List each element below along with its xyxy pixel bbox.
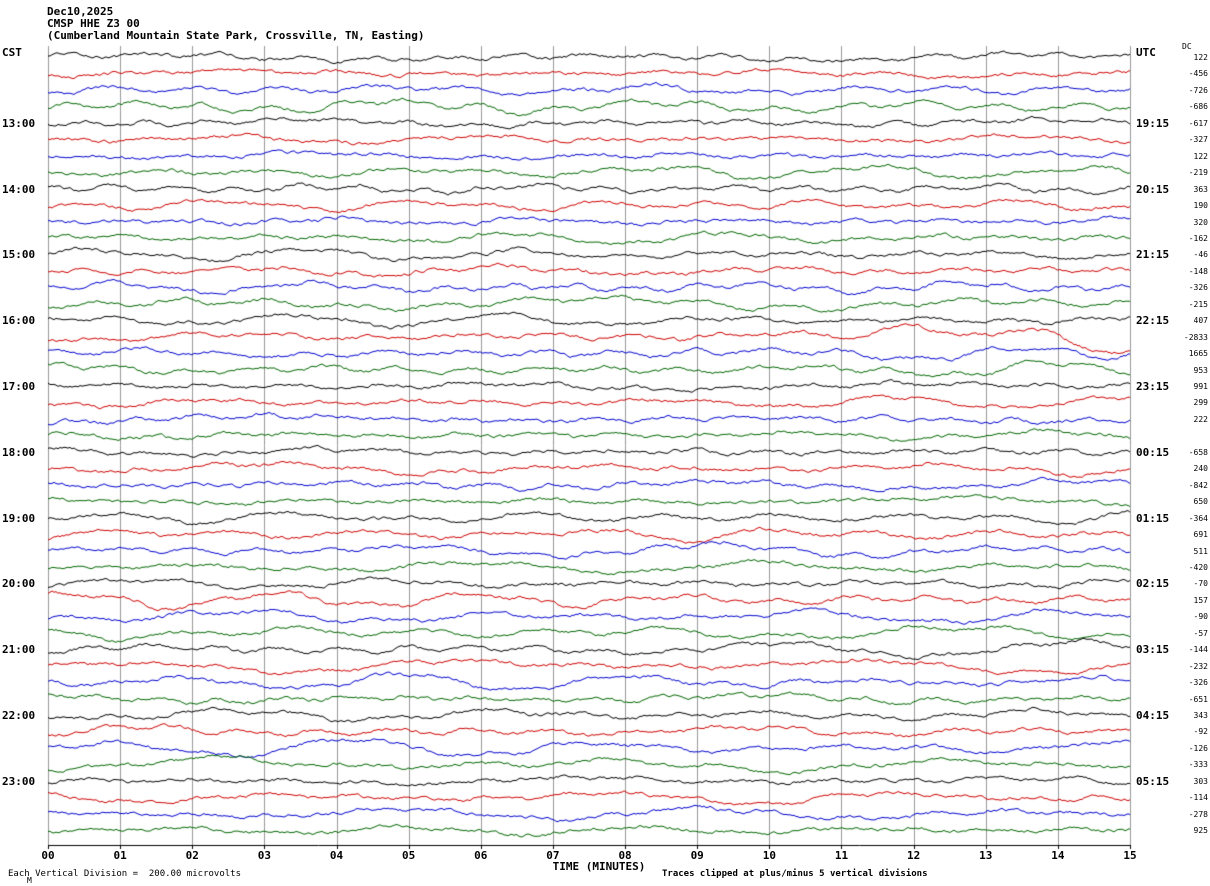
right-time-label: 23:15: [1136, 380, 1170, 393]
dc-value: 691: [1193, 530, 1208, 540]
left-time-label: 14:00: [2, 182, 36, 196]
dc-value: -842: [1188, 480, 1208, 490]
left-time-label: 23:00: [2, 774, 36, 788]
dc-value: -215: [1188, 299, 1208, 309]
dc-value: 303: [1193, 776, 1208, 786]
dc-value: 240: [1193, 464, 1208, 474]
dc-value: -326: [1188, 678, 1208, 688]
left-time-label: 22:00: [2, 709, 36, 722]
dc-value: -90: [1193, 612, 1208, 622]
dc-value: -2833: [1183, 332, 1208, 342]
right-time-label: 03:15: [1136, 643, 1170, 657]
dc-value: -326: [1188, 283, 1208, 293]
x-tick-label: 11: [834, 849, 849, 862]
x-tick-label: 04: [329, 849, 344, 862]
footer-scale-note: Each Vertical Division = 200.00 microvol…: [8, 869, 241, 879]
dc-value: -219: [1188, 168, 1208, 178]
dc-value: 122: [1193, 151, 1208, 161]
dc-value: 511: [1193, 546, 1208, 556]
left-time-label: 21:00: [2, 643, 36, 657]
right-time-label: 05:15: [1136, 774, 1170, 788]
x-tick-label: 09: [690, 849, 704, 862]
right-time-label: 19:15: [1136, 116, 1170, 130]
x-tick-label: 00: [41, 849, 55, 862]
left-time-label: 16:00: [2, 314, 36, 328]
dc-value: -420: [1188, 562, 1208, 572]
dc-value: -70: [1193, 579, 1208, 589]
x-tick-label: 02: [185, 849, 199, 862]
dc-value: -726: [1188, 85, 1208, 95]
right-time-label: 21:15: [1136, 248, 1170, 262]
x-tick-label: 10: [762, 849, 776, 862]
x-tick-label: 15: [1123, 849, 1137, 862]
x-tick-label: 08: [618, 849, 632, 862]
dc-value: -162: [1188, 233, 1208, 243]
dc-value: 925: [1193, 826, 1208, 836]
x-tick-label: 05: [402, 849, 416, 862]
dc-value: -126: [1188, 743, 1208, 753]
x-tick-label: 12: [906, 849, 921, 862]
dc-value: 650: [1193, 497, 1208, 507]
header-location: (Cumberland Mountain State Park, Crossvi…: [47, 29, 425, 42]
right-time-label: 00:15: [1136, 445, 1170, 459]
x-tick-label: 13: [979, 849, 993, 862]
footer-clip-note: Traces clipped at plus/minus 5 vertical …: [662, 869, 928, 879]
dc-value: 1665: [1188, 349, 1208, 359]
dc-value: 190: [1193, 201, 1208, 211]
dc-value: 222: [1193, 414, 1208, 424]
dc-value: -686: [1188, 102, 1208, 112]
right-time-label: 22:15: [1136, 314, 1170, 328]
x-tick-label: 07: [546, 849, 560, 862]
dc-value: -232: [1188, 661, 1208, 671]
dc-value: 320: [1193, 217, 1208, 227]
dc-value: 407: [1193, 316, 1208, 326]
dc-value: -651: [1188, 694, 1208, 704]
left-time-label: 17:00: [2, 380, 36, 393]
dc-value: 991: [1193, 382, 1208, 391]
right-time-label: 04:15: [1136, 709, 1170, 722]
dc-value: 157: [1193, 595, 1208, 605]
left-time-label: 13:00: [2, 116, 36, 130]
left-axis-title: CST: [2, 46, 22, 59]
left-time-label: 20:00: [2, 577, 36, 591]
right-axis-title: UTC: [1136, 46, 1156, 59]
left-time-label: 18:00: [2, 445, 36, 459]
x-axis-title: TIME (MINUTES): [552, 860, 646, 873]
x-tick-label: 01: [113, 849, 127, 862]
x-tick-label: 03: [257, 849, 272, 862]
dc-value: 122: [1193, 53, 1208, 62]
dc-value: 343: [1193, 711, 1208, 720]
left-time-label: 19:00: [2, 511, 36, 525]
dc-value: -333: [1188, 760, 1208, 770]
dc-value: -46: [1193, 250, 1208, 260]
right-time-label: 01:15: [1136, 511, 1170, 525]
dc-value: -364: [1188, 513, 1208, 523]
dc-column-header: DC: [1182, 42, 1192, 51]
x-tick-label: 06: [474, 849, 488, 862]
x-tick-label: 14: [1051, 849, 1065, 862]
dc-value: -57: [1193, 628, 1208, 638]
dc-value: -658: [1188, 447, 1208, 457]
dc-value: -144: [1188, 645, 1208, 655]
dc-value: -92: [1193, 727, 1208, 737]
dc-value: -327: [1188, 135, 1208, 145]
right-time-label: 20:15: [1136, 182, 1170, 196]
dc-value: -278: [1188, 809, 1208, 819]
dc-value: 363: [1193, 184, 1208, 194]
corner-mark: M: [27, 876, 32, 885]
header-station: CMSP HHE Z3 00: [47, 17, 140, 30]
dc-value: 953: [1193, 365, 1208, 375]
dc-value: -148: [1188, 266, 1208, 276]
dc-value: -456: [1188, 69, 1208, 79]
dc-value: 299: [1193, 398, 1208, 408]
right-time-label: 02:15: [1136, 577, 1170, 591]
header-date: Dec10,2025: [47, 5, 114, 18]
left-time-label: 15:00: [2, 248, 36, 262]
dc-value: -617: [1188, 118, 1208, 128]
dc-value: -114: [1188, 793, 1208, 803]
